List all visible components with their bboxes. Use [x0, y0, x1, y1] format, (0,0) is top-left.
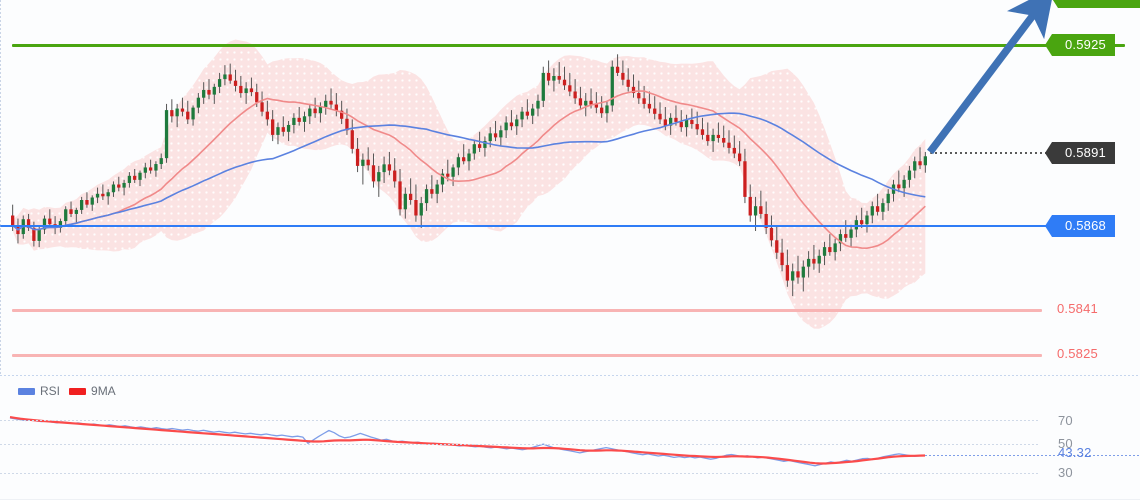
rsi-pane: RSI 9MA 70 50 43.32 30	[0, 376, 1140, 500]
resistance-line-upper	[12, 44, 1125, 47]
axis-label-0-5841: 0.5841	[1057, 301, 1098, 316]
left-border	[0, 0, 1, 500]
trend-arrow-annotation	[927, 0, 1055, 155]
rsi-gridline-30	[0, 473, 1040, 474]
current-price-line	[930, 152, 1050, 154]
rsi-swatch-icon	[18, 387, 35, 395]
rsi-axis-label-50: 50	[1058, 436, 1073, 451]
rsi-projection-line	[925, 455, 1140, 456]
axis-label-0-5825: 0.5825	[1057, 346, 1098, 361]
support-line-blue	[0, 225, 1050, 227]
rsi-legend-item-rsi[interactable]: RSI	[18, 384, 60, 398]
rsi-legend: RSI 9MA	[18, 384, 116, 398]
rsi-gridline-50	[0, 444, 1040, 445]
support-line-red-2	[12, 354, 1042, 357]
axis-tag-0-5925[interactable]: 0.5925	[1045, 34, 1115, 56]
rsi-axis-label-30: 30	[1058, 465, 1073, 480]
rsi-gridline-70	[0, 420, 1040, 421]
axis-tag-0-5891-current[interactable]: 0.5891	[1045, 142, 1115, 164]
rsi-current-value-label: 43.32	[1058, 445, 1092, 460]
rsi-axis-label-70: 70	[1058, 413, 1073, 428]
rsi-legend-label-rsi: RSI	[40, 384, 61, 398]
axis-tag-0-5868[interactable]: 0.5868	[1045, 215, 1115, 237]
axis-tag-clipped-top	[1051, 0, 1140, 8]
pane-separator	[0, 375, 1140, 376]
rsi-legend-label-9ma: 9MA	[91, 384, 116, 398]
rsi-plot	[9, 416, 926, 467]
ma9-swatch-icon	[69, 387, 87, 395]
support-line-red-1	[12, 309, 1042, 312]
rsi-legend-item-9ma[interactable]: 9MA	[69, 384, 116, 398]
